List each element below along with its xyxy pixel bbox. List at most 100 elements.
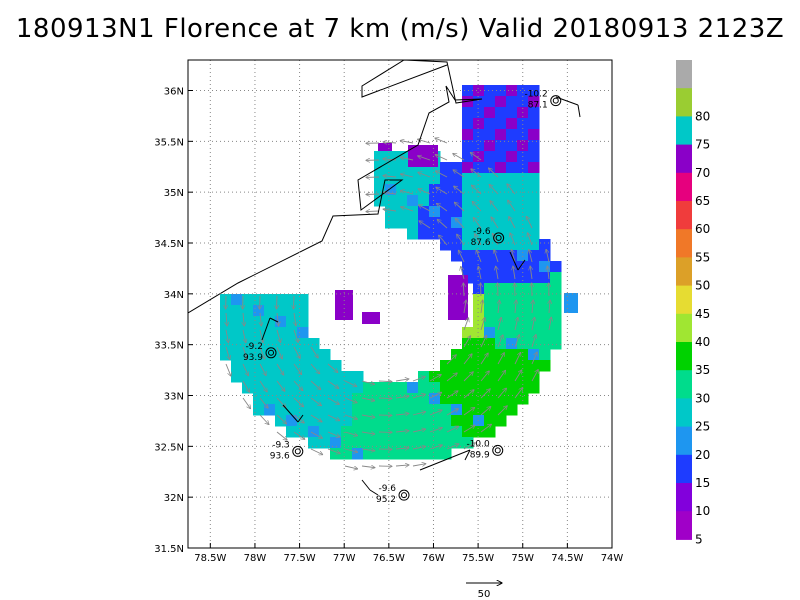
field-cell — [506, 360, 518, 372]
field-cell — [462, 239, 474, 251]
field-cell — [374, 151, 386, 163]
field-cell — [539, 316, 551, 328]
wind-vector — [327, 448, 340, 454]
wind-vector — [344, 380, 357, 387]
field-cell — [462, 173, 474, 185]
field-cell — [264, 338, 276, 350]
field-cell — [473, 305, 485, 317]
wind-vector — [276, 414, 287, 424]
wind-vector — [480, 318, 485, 331]
wind-vector — [526, 216, 533, 229]
field-cell — [429, 437, 441, 449]
field-cell — [528, 151, 540, 163]
field-cell — [220, 338, 232, 350]
wind-barb-shaft — [509, 251, 519, 271]
field-cell — [517, 294, 529, 306]
field-cell — [275, 371, 287, 383]
field-cell — [528, 371, 540, 383]
field-cell — [495, 151, 507, 163]
field-cell — [451, 382, 463, 394]
field-cell — [484, 162, 496, 174]
wind-vector — [361, 466, 375, 468]
field-cell — [308, 415, 320, 427]
field-cell — [418, 415, 430, 427]
wind-vector — [412, 394, 425, 399]
field-cell — [374, 437, 386, 449]
colorbar-label: 40 — [695, 335, 710, 349]
wind-vector — [549, 317, 551, 331]
colorbar-swatch — [676, 398, 692, 428]
wind-vector — [344, 397, 357, 403]
wind-vector — [293, 397, 304, 407]
wind-vector — [395, 465, 409, 466]
wind-vector — [400, 157, 414, 161]
wind-vector — [242, 380, 250, 392]
wind-vector — [497, 317, 501, 331]
wind-vector — [310, 448, 323, 455]
field-cell — [484, 129, 496, 141]
wind-vector — [435, 171, 448, 178]
field-cell — [418, 217, 430, 229]
field-cell — [517, 393, 529, 405]
field-cell — [253, 360, 265, 372]
wind-vector — [497, 370, 505, 382]
field-cell — [429, 184, 441, 196]
wind-vector — [418, 189, 431, 195]
field-cell — [517, 272, 529, 284]
field-cell — [242, 294, 254, 306]
field-cell — [495, 261, 507, 273]
wind-barb-shaft — [282, 404, 299, 423]
field-cell — [341, 371, 353, 383]
wind-barb-flag — [369, 489, 379, 496]
field-cell — [385, 151, 397, 163]
field-cell — [363, 382, 375, 394]
field-cell — [473, 316, 485, 328]
field-cell — [451, 173, 463, 185]
wind-vector — [259, 397, 268, 408]
wind-barb-shaft — [419, 449, 471, 471]
field-cell — [484, 85, 496, 97]
dropsonde-marker: -9.393.6 — [270, 440, 304, 461]
field-cell — [495, 393, 507, 405]
wind-vector — [446, 391, 458, 399]
field-cell — [451, 437, 463, 449]
field-cell — [528, 338, 540, 350]
field-cell — [308, 338, 320, 350]
wind-vector — [532, 300, 533, 314]
field-cell — [297, 360, 309, 372]
dropsonde-temp: -9.6 — [378, 484, 396, 494]
field-cell — [528, 360, 540, 372]
field-cell — [539, 294, 551, 306]
field-cell — [440, 206, 452, 218]
colorbar-label: 70 — [695, 166, 710, 180]
wind-vector — [475, 234, 482, 246]
field-cell — [528, 272, 540, 284]
y-tick-label: 36N — [164, 87, 184, 98]
dropsonde-ring-inner — [494, 447, 501, 454]
field-cell — [297, 349, 309, 361]
field-cell — [484, 239, 496, 251]
colorbar-label: 65 — [695, 194, 710, 208]
field-cell — [473, 338, 485, 350]
wind-vector — [436, 187, 448, 195]
wind-vector — [463, 354, 472, 365]
dropsonde-pressure: 87.1 — [528, 101, 548, 111]
field-cell — [374, 448, 386, 460]
field-cell — [308, 426, 320, 438]
field-cell — [407, 415, 419, 427]
colorbar-swatch — [676, 426, 692, 456]
field-cell — [506, 239, 518, 251]
field-cell — [462, 393, 474, 405]
field-cell — [297, 426, 309, 438]
field-cell — [330, 371, 342, 383]
field-cell — [451, 360, 463, 372]
wind-barb-flag — [269, 317, 279, 323]
wind-vector — [463, 390, 474, 399]
field-cell — [517, 228, 529, 240]
field-cell — [286, 316, 298, 328]
field-cell — [451, 162, 463, 174]
wind-vector — [454, 202, 465, 212]
x-tick-label: 78W — [244, 553, 267, 564]
dropsonde-temp: -9.2 — [245, 342, 263, 352]
colorbar-swatch — [676, 88, 692, 117]
